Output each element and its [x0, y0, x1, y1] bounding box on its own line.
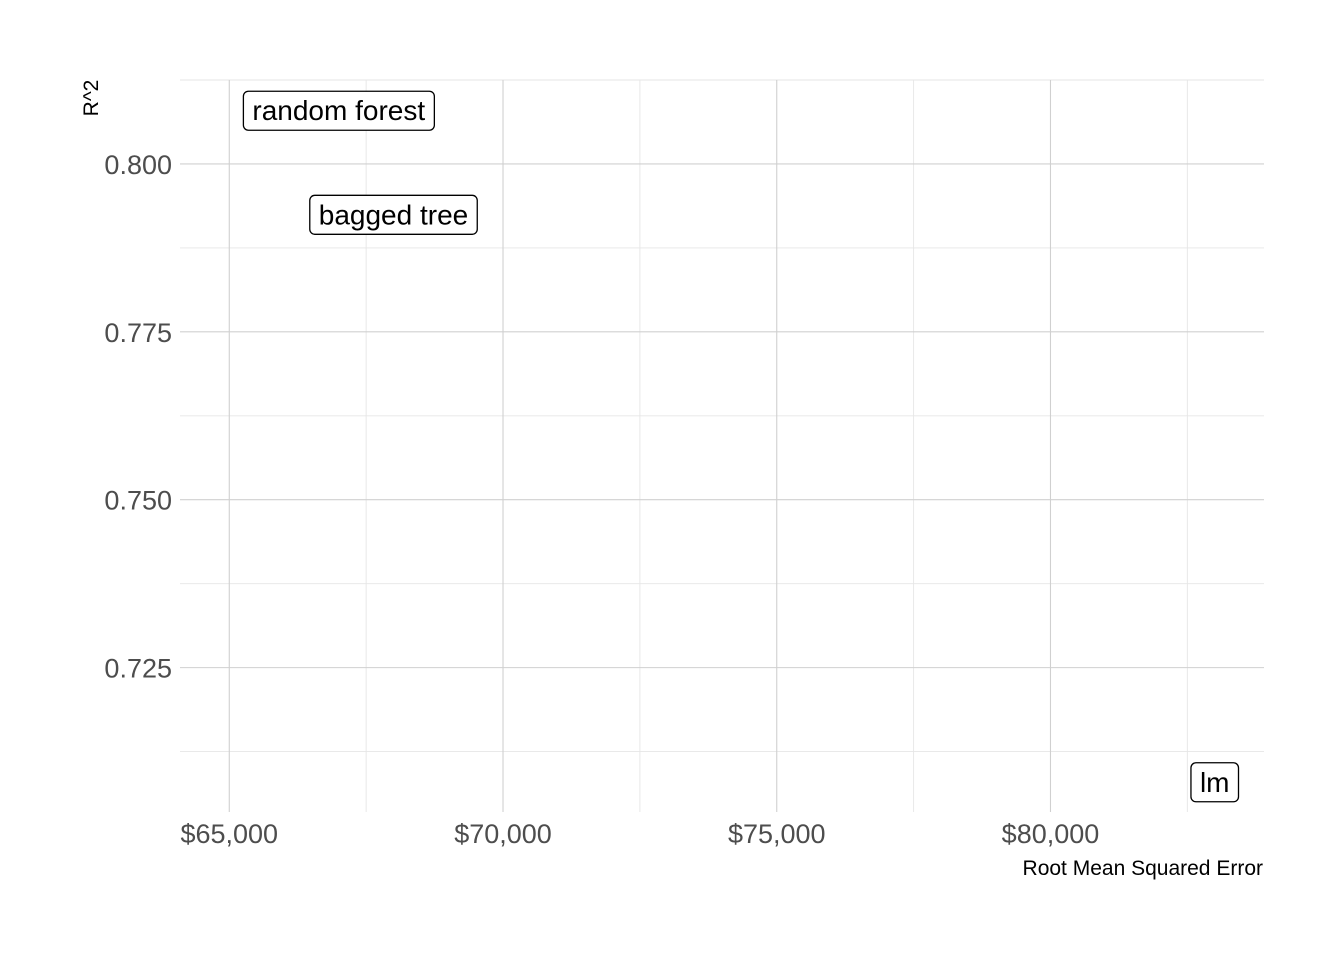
y-tick-label: 0.750 [104, 486, 172, 516]
y-tick-label: 0.775 [104, 318, 172, 348]
x-axis-title: Root Mean Squared Error [1023, 857, 1263, 880]
point-label-text: lm [1200, 767, 1230, 798]
point-label-text: random forest [252, 95, 425, 126]
y-axis-title: R^2 [80, 80, 103, 117]
x-tick-label: $65,000 [180, 819, 278, 849]
x-tick-label: $80,000 [1002, 819, 1100, 849]
point-label: random forest [242, 90, 436, 131]
y-axis-tick-labels: 0.725 0.750 0.775 0.800 [104, 150, 172, 684]
major-gridlines [180, 80, 1264, 812]
x-axis-tick-labels: $65,000 $70,000 $75,000 $80,000 [180, 819, 1099, 849]
point-label: lm [1190, 762, 1240, 803]
y-tick-label: 0.800 [104, 150, 172, 180]
point-label-text: bagged tree [319, 199, 468, 230]
x-tick-label: $75,000 [728, 819, 826, 849]
point-label-box [1190, 762, 1240, 803]
point-label-box [309, 194, 478, 235]
x-tick-label: $70,000 [454, 819, 552, 849]
point-label-box [242, 90, 436, 131]
y-tick-label: 0.725 [104, 654, 172, 684]
point-labels: random forest bagged tree lm [242, 90, 1240, 803]
minor-gridlines [180, 79, 1264, 812]
point-label: bagged tree [309, 194, 478, 235]
